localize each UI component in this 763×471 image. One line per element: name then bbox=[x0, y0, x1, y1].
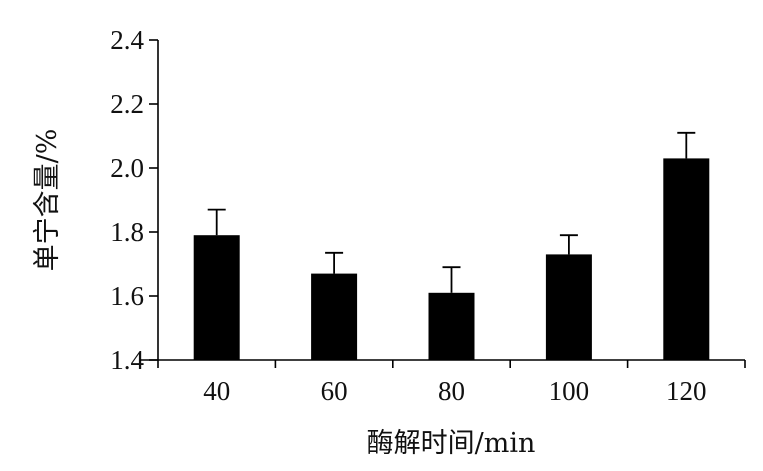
bar bbox=[311, 273, 358, 360]
y-tick-label: 1.6 bbox=[110, 281, 144, 311]
x-tick-label: 100 bbox=[549, 376, 590, 406]
bar bbox=[428, 292, 475, 360]
bar bbox=[545, 254, 592, 360]
x-axis-title: 酶解时间/min bbox=[367, 428, 536, 459]
x-axis: 40 60 80 100 120 bbox=[140, 359, 746, 406]
y-tick-label: 1.8 bbox=[110, 217, 144, 247]
bars bbox=[193, 131, 710, 360]
x-tick-label: 60 bbox=[321, 376, 348, 406]
bar bbox=[663, 158, 710, 360]
y-tick-label: 2.4 bbox=[110, 25, 144, 55]
y-tick-label: 1.4 bbox=[110, 345, 144, 375]
bar bbox=[193, 235, 240, 360]
x-tick-label: 120 bbox=[666, 376, 707, 406]
y-tick-label: 2.0 bbox=[110, 153, 144, 183]
y-axis-title: 单宁含量/% bbox=[32, 129, 63, 272]
y-tick-label: 2.2 bbox=[110, 89, 144, 119]
x-tick-label: 40 bbox=[203, 376, 230, 406]
x-tick-label: 80 bbox=[438, 376, 465, 406]
y-axis: 1.4 1.6 1.8 2.0 2.2 2.4 bbox=[110, 25, 159, 375]
